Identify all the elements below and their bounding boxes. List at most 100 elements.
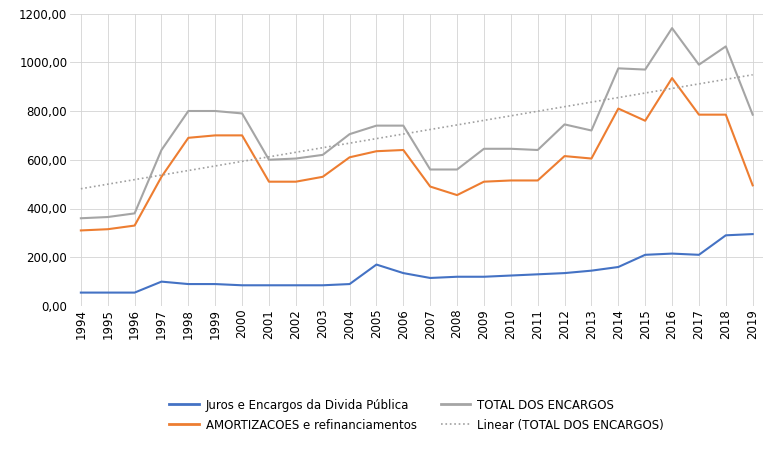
Linear (TOTAL DOS ENCARGOS) [668,86,677,91]
Linear (TOTAL DOS ENCARGOS) [76,186,86,191]
TOTAL DOS ENCARGOS [210,108,220,114]
TOTAL DOS ENCARGOS [668,25,677,31]
TOTAL DOS ENCARGOS [506,146,516,152]
Linear (TOTAL DOS ENCARGOS) [345,140,354,146]
TOTAL DOS ENCARGOS [479,146,488,152]
Linear (TOTAL DOS ENCARGOS) [318,145,327,150]
TOTAL DOS ENCARGOS [399,123,408,128]
TOTAL DOS ENCARGOS [721,44,731,49]
AMORTIZACOES e refinanciamentos [721,112,731,117]
Juros e Encargos da Divida Pública [694,252,703,257]
Juros e Encargos da Divida Pública [76,290,86,295]
Linear (TOTAL DOS ENCARGOS) [479,117,488,123]
AMORTIZACOES e refinanciamentos [103,226,112,232]
Linear (TOTAL DOS ENCARGOS) [238,159,247,164]
Linear (TOTAL DOS ENCARGOS) [425,127,435,132]
AMORTIZACOES e refinanciamentos [506,178,516,183]
Linear (TOTAL DOS ENCARGOS) [694,81,703,86]
Linear (TOTAL DOS ENCARGOS) [157,172,166,178]
TOTAL DOS ENCARGOS [238,111,247,116]
AMORTIZACOES e refinanciamentos [130,223,139,228]
Juros e Encargos da Divida Pública [587,268,596,273]
TOTAL DOS ENCARGOS [533,147,542,153]
Juros e Encargos da Divida Pública [668,251,677,256]
Line: TOTAL DOS ENCARGOS: TOTAL DOS ENCARGOS [81,28,753,218]
TOTAL DOS ENCARGOS [640,67,650,72]
TOTAL DOS ENCARGOS [76,216,86,221]
AMORTIZACOES e refinanciamentos [479,179,488,184]
TOTAL DOS ENCARGOS [157,147,166,153]
Line: Juros e Encargos da Divida Pública: Juros e Encargos da Divida Pública [81,234,753,292]
AMORTIZACOES e refinanciamentos [184,135,193,140]
Linear (TOTAL DOS ENCARGOS) [614,95,623,100]
AMORTIZACOES e refinanciamentos [291,179,301,184]
Juros e Encargos da Divida Pública [291,283,301,288]
TOTAL DOS ENCARGOS [103,214,112,220]
Line: AMORTIZACOES e refinanciamentos: AMORTIZACOES e refinanciamentos [81,78,753,230]
AMORTIZACOES e refinanciamentos [399,147,408,153]
AMORTIZACOES e refinanciamentos [587,156,596,161]
TOTAL DOS ENCARGOS [453,167,462,172]
Juros e Encargos da Divida Pública [506,273,516,278]
Linear (TOTAL DOS ENCARGOS) [721,76,731,82]
Linear (TOTAL DOS ENCARGOS) [453,122,462,128]
AMORTIZACOES e refinanciamentos [345,155,354,160]
Juros e Encargos da Divida Pública [479,274,488,279]
Linear (TOTAL DOS ENCARGOS) [587,99,596,105]
TOTAL DOS ENCARGOS [264,157,273,162]
TOTAL DOS ENCARGOS [614,66,623,71]
Juros e Encargos da Divida Pública [210,281,220,287]
Linear (TOTAL DOS ENCARGOS) [372,136,381,141]
Linear (TOTAL DOS ENCARGOS) [210,163,220,169]
TOTAL DOS ENCARGOS [184,108,193,114]
TOTAL DOS ENCARGOS [372,123,381,128]
Juros e Encargos da Divida Pública [372,262,381,267]
AMORTIZACOES e refinanciamentos [425,184,435,189]
Linear (TOTAL DOS ENCARGOS) [399,131,408,137]
Linear (TOTAL DOS ENCARGOS) [533,108,542,114]
AMORTIZACOES e refinanciamentos [318,174,327,180]
Linear (TOTAL DOS ENCARGOS) [560,104,569,109]
TOTAL DOS ENCARGOS [560,122,569,127]
Linear (TOTAL DOS ENCARGOS) [184,168,193,173]
Juros e Encargos da Divida Pública [533,272,542,277]
Linear (TOTAL DOS ENCARGOS) [748,72,757,77]
AMORTIZACOES e refinanciamentos [533,178,542,183]
TOTAL DOS ENCARGOS [748,112,757,117]
AMORTIZACOES e refinanciamentos [264,179,273,184]
AMORTIZACOES e refinanciamentos [640,118,650,123]
AMORTIZACOES e refinanciamentos [76,228,86,233]
AMORTIZACOES e refinanciamentos [560,153,569,159]
Line: Linear (TOTAL DOS ENCARGOS): Linear (TOTAL DOS ENCARGOS) [81,75,753,189]
TOTAL DOS ENCARGOS [587,128,596,133]
Juros e Encargos da Divida Pública [453,274,462,279]
Juros e Encargos da Divida Pública [184,281,193,287]
Juros e Encargos da Divida Pública [560,270,569,276]
Juros e Encargos da Divida Pública [130,290,139,295]
AMORTIZACOES e refinanciamentos [453,193,462,198]
AMORTIZACOES e refinanciamentos [372,148,381,154]
Juros e Encargos da Divida Pública [399,270,408,276]
Linear (TOTAL DOS ENCARGOS) [103,181,112,187]
AMORTIZACOES e refinanciamentos [238,133,247,138]
AMORTIZACOES e refinanciamentos [614,106,623,111]
AMORTIZACOES e refinanciamentos [668,76,677,81]
Linear (TOTAL DOS ENCARGOS) [264,154,273,160]
Juros e Encargos da Divida Pública [345,281,354,287]
TOTAL DOS ENCARGOS [130,211,139,216]
Linear (TOTAL DOS ENCARGOS) [291,149,301,155]
TOTAL DOS ENCARGOS [694,62,703,68]
Juros e Encargos da Divida Pública [614,264,623,270]
Linear (TOTAL DOS ENCARGOS) [506,113,516,118]
Juros e Encargos da Divida Pública [425,275,435,281]
Juros e Encargos da Divida Pública [264,283,273,288]
TOTAL DOS ENCARGOS [425,167,435,172]
TOTAL DOS ENCARGOS [345,131,354,137]
AMORTIZACOES e refinanciamentos [210,133,220,138]
Juros e Encargos da Divida Pública [318,283,327,288]
Juros e Encargos da Divida Pública [238,283,247,288]
Juros e Encargos da Divida Pública [748,231,757,237]
Juros e Encargos da Divida Pública [103,290,112,295]
AMORTIZACOES e refinanciamentos [748,183,757,188]
Juros e Encargos da Divida Pública [157,279,166,284]
